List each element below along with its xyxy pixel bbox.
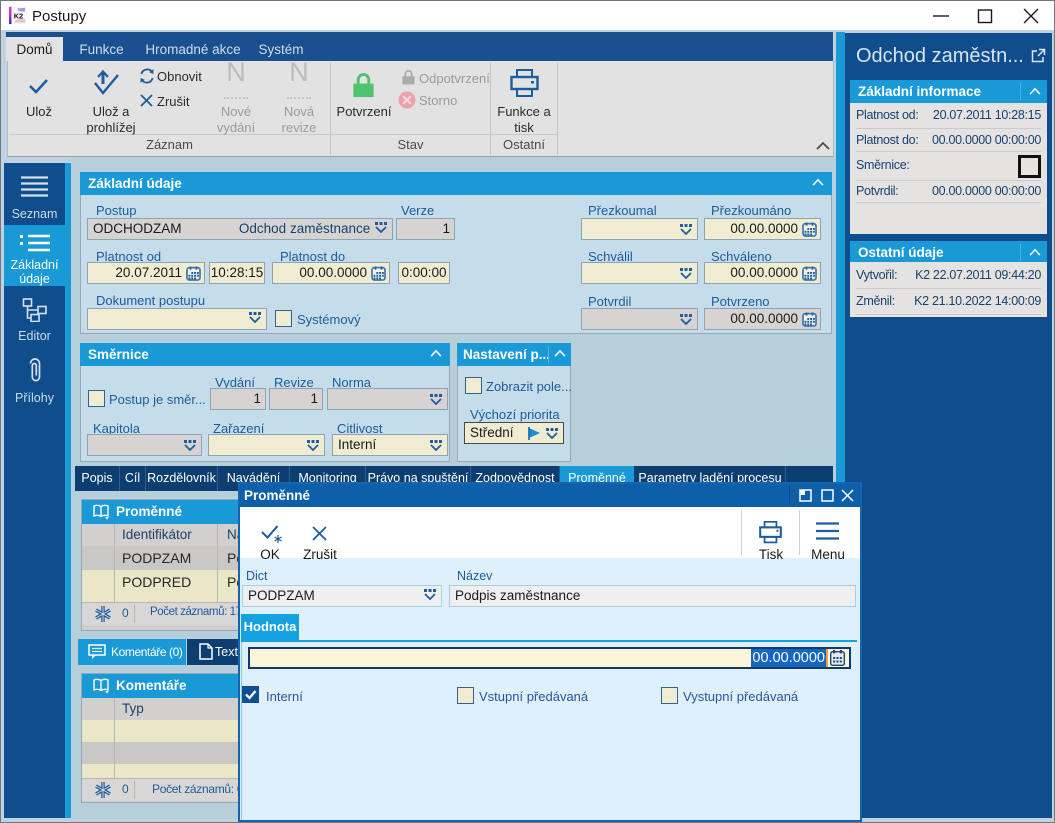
svg-text:K2: K2 bbox=[14, 11, 23, 20]
